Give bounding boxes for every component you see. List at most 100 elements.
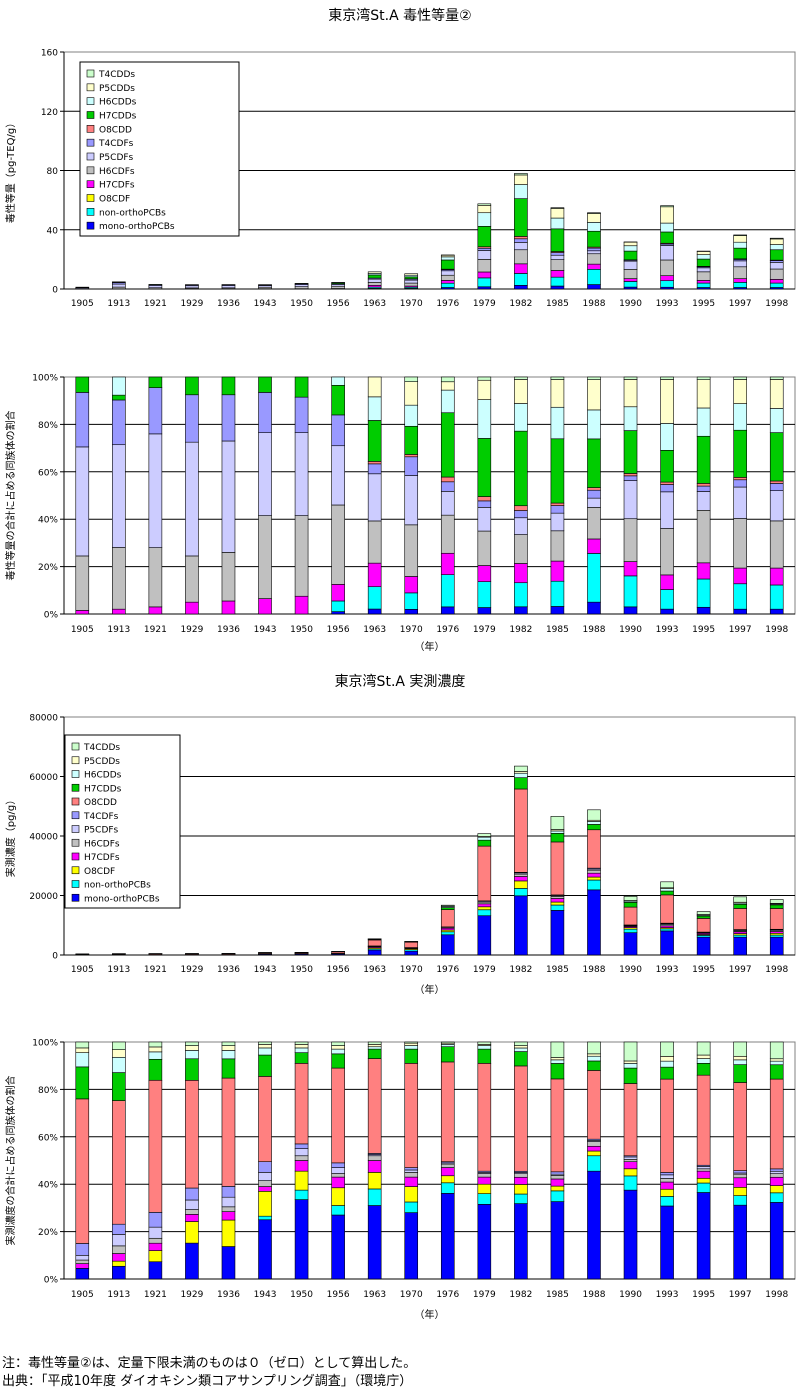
bar-segment: [769, 1064, 784, 1080]
bar-segment: [660, 206, 674, 224]
x-tick-label: 1976: [436, 299, 459, 309]
bar-segment: [623, 1159, 638, 1162]
bar-segment: [769, 432, 784, 482]
legend-label: H6CDFs: [84, 839, 120, 849]
bar-segment: [587, 489, 601, 499]
bar-segment: [623, 473, 638, 477]
plot-area: [63, 376, 796, 615]
y-tick-label: 80: [47, 167, 59, 177]
bar-segment: [440, 381, 455, 391]
bar-segment: [623, 1083, 638, 1157]
bar-segment: [75, 555, 90, 611]
conc-chart-title: 東京湾St.A 実測濃度: [335, 673, 466, 690]
y-axis-label: 実測濃度の合計に占める同族体の割合: [4, 1076, 17, 1246]
bar-segment: [367, 396, 382, 421]
bar-segment: [623, 1161, 638, 1170]
bar-segment: [696, 1170, 711, 1179]
x-tick-label: 1990: [619, 625, 642, 635]
x-tick-label: 1943: [254, 299, 277, 309]
bar-segment: [696, 435, 711, 484]
bar-segment: [587, 230, 601, 248]
bar-segment: [185, 1221, 199, 1244]
bar-segment: [514, 184, 528, 199]
bar-segment: [367, 376, 382, 398]
bar-segment: [294, 1160, 309, 1172]
x-axis-label: （年）: [415, 983, 445, 996]
bar-segment: [148, 387, 163, 435]
bar-segment: [440, 931, 455, 936]
bar-segment: [660, 449, 674, 483]
bar-segment: [733, 908, 747, 930]
bar-segment: [550, 1041, 565, 1058]
bar-segment: [404, 282, 419, 287]
bar-segment: [477, 581, 492, 608]
bar-segment: [696, 918, 711, 933]
bar-segment: [623, 1168, 638, 1177]
y-tick-label: 40: [47, 226, 59, 236]
bar-segment: [404, 1045, 419, 1050]
bar-segment: [623, 1041, 638, 1062]
bar-segment: [514, 1173, 528, 1178]
legend-label: H6CDDs: [84, 771, 122, 781]
y-tick-label: 40000: [29, 833, 58, 843]
bar-segment: [294, 1170, 309, 1191]
bar-segment: [112, 1245, 126, 1254]
bar-segment: [331, 1041, 345, 1046]
x-tick-label: 1921: [144, 1290, 167, 1300]
bar-segment: [587, 268, 601, 285]
bar-segment: [696, 1166, 711, 1170]
bar-segment: [587, 538, 601, 554]
bar-segment: [733, 1170, 747, 1174]
bar-segment: [185, 394, 199, 443]
bar-segment: [733, 936, 747, 956]
bar-segment: [769, 1060, 784, 1066]
legend-box: [64, 734, 181, 909]
bar-segment: [367, 608, 382, 615]
x-tick-label: 1988: [583, 965, 606, 975]
y-tick-label: 40%: [38, 516, 58, 526]
x-tick-label: 1929: [180, 299, 203, 309]
y-tick-label: 20%: [38, 1228, 58, 1238]
bar-segment: [440, 1167, 455, 1177]
bar-segment: [769, 379, 784, 409]
bar-segment: [550, 901, 565, 906]
x-tick-label: 1985: [546, 1290, 569, 1300]
legend-swatch: [71, 742, 80, 751]
bar-segment: [769, 480, 784, 484]
bar-segment: [733, 235, 747, 243]
bar-segment: [75, 1255, 90, 1261]
x-tick-label: 1936: [217, 625, 240, 635]
bar-segment: [769, 584, 784, 610]
bar-segment: [148, 1046, 163, 1053]
bar-segment: [769, 936, 784, 956]
legend-label: T4CDDs: [83, 743, 120, 753]
bar-segment: [514, 510, 528, 519]
bar-segment: [477, 565, 492, 582]
bar-segment: [477, 496, 492, 502]
bar-segment: [696, 407, 711, 437]
x-tick-label: 1970: [400, 299, 423, 309]
bar-segment: [623, 260, 638, 270]
bar-segment: [550, 285, 565, 290]
bar-segment: [477, 1063, 492, 1172]
bar-segment: [440, 1046, 455, 1063]
bar-segment: [367, 1160, 382, 1173]
bar-segment: [660, 259, 674, 276]
bar-segment: [733, 1059, 747, 1065]
bar-segment: [331, 1048, 345, 1055]
bar-segment: [514, 1045, 528, 1049]
bar-segment: [185, 555, 199, 603]
bar-segment: [733, 241, 747, 249]
bar-segment: [550, 841, 565, 896]
bar-segment: [550, 379, 565, 408]
legend-swatch: [86, 221, 95, 230]
y-axis-label: 実測濃度（pg/g）: [4, 795, 17, 877]
bar-segment: [440, 904, 455, 907]
y-tick-label: 0%: [44, 611, 59, 621]
bar-segment: [514, 777, 528, 790]
bar-segment: [696, 1054, 711, 1059]
bar-segment: [623, 1156, 638, 1160]
bar-segment: [331, 504, 345, 585]
x-tick-label: 1993: [656, 965, 679, 975]
bar-segment: [367, 473, 382, 522]
